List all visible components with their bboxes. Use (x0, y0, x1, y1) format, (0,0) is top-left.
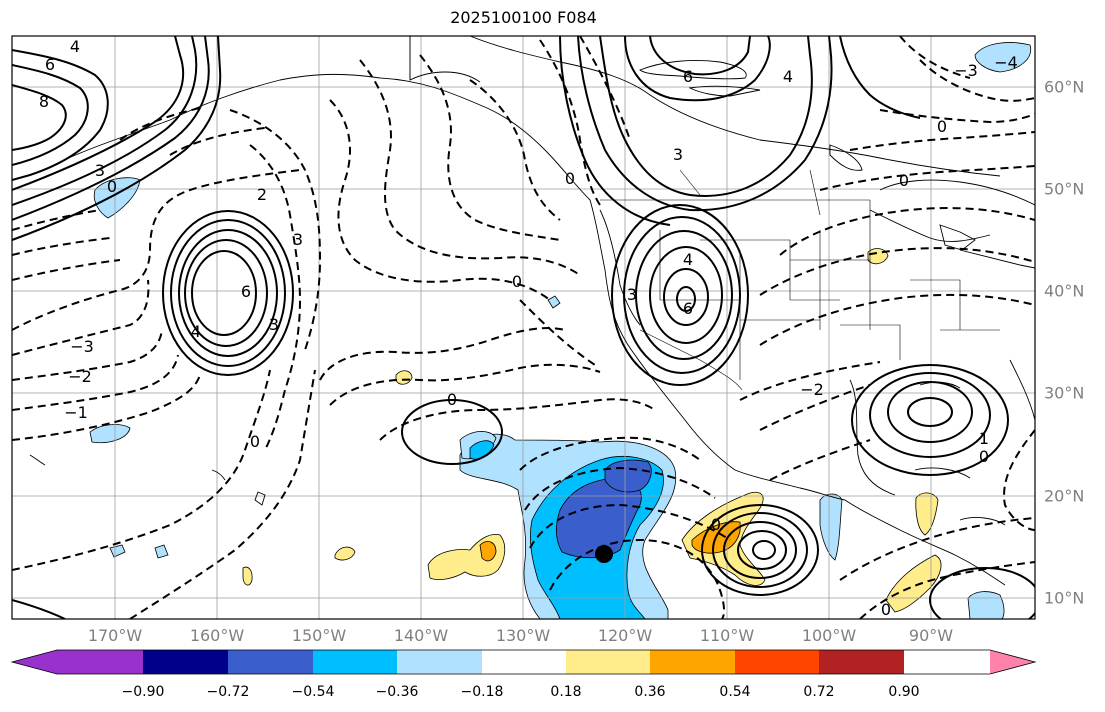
colorbar-segment (228, 650, 313, 674)
contour-label: 0 (447, 390, 457, 409)
contour-label: 4 (783, 67, 793, 86)
contour-label: 0 (979, 447, 989, 466)
colorbar-tick-label: 0.90 (888, 684, 920, 700)
lat-label: 50°N (1044, 179, 1085, 199)
colorbar-outline (10, 649, 1037, 675)
map-frame (11, 35, 1036, 620)
political-borders (409, 36, 1000, 391)
colorbar-tick-label: −0.54 (291, 684, 335, 700)
contour-label: 4 (70, 37, 80, 56)
contour-label: −4 (994, 53, 1018, 72)
graticule (12, 36, 1035, 619)
contour-label: 3 (673, 145, 683, 164)
contour-label: 4 (191, 322, 201, 341)
colorbar-segment (313, 650, 397, 674)
colorbar-tick-label: 0.18 (550, 684, 582, 700)
colorbar-segments (10, 649, 1037, 675)
negative-anomaly-strong-region (556, 477, 642, 559)
contour-label: −2 (68, 367, 92, 386)
colorbar-extend-high (990, 650, 1035, 674)
lon-label: 90°W (908, 626, 954, 645)
contour-label: 3 (95, 161, 105, 180)
contour-label: 2 (257, 185, 267, 204)
lon-label: 130°W (495, 626, 551, 645)
contour-label: 0 (937, 117, 947, 136)
contour-label: 3 (269, 315, 279, 334)
lat-label: 40°N (1044, 281, 1085, 301)
colorbar-segment (397, 650, 482, 674)
colorbar-segment (57, 650, 143, 674)
colorbar-tick-label: 0.36 (634, 684, 666, 700)
contour-label: −3 (954, 61, 978, 80)
colorbar-tick-label: −0.36 (375, 684, 419, 700)
positive-contours (12, 36, 1035, 619)
lon-label: 140°W (393, 626, 449, 645)
contour-label: 0 (565, 169, 575, 188)
contour-label: −3 (70, 337, 94, 356)
lon-label: 160°W (189, 626, 245, 645)
map-title: 2025100100 F084 (450, 8, 597, 27)
colorbar-tick-label: −0.72 (206, 684, 250, 700)
lon-label: 110°W (699, 626, 755, 645)
lat-label: 30°N (1044, 383, 1085, 403)
lat-label: 10°N (1044, 588, 1085, 608)
colorbar-segment (482, 650, 566, 674)
contour-label: 0 (899, 171, 909, 190)
lon-label: 100°W (801, 626, 857, 645)
map-background (12, 36, 1035, 619)
colorbar-tick-label: 0.54 (719, 684, 751, 700)
storm-center-marker (595, 545, 613, 563)
contour-label: 0 (512, 272, 522, 291)
contour-label: 8 (39, 92, 49, 111)
colorbar-segment (819, 650, 904, 674)
lon-label: 120°W (597, 626, 653, 645)
contour-label: −2 (800, 380, 824, 399)
contour-label: 0 (711, 515, 721, 534)
lon-label: 150°W (291, 626, 347, 645)
contour-label: 6 (683, 299, 693, 318)
colorbar-tick-label: −0.18 (460, 684, 504, 700)
lat-label: 20°N (1044, 486, 1085, 506)
contour-label: 4 (683, 250, 693, 269)
contour-label: 0 (107, 177, 117, 196)
colorbar (10, 649, 1037, 675)
colorbar-segment (143, 650, 228, 674)
negative-anomaly-small-1 (89, 424, 131, 444)
contour-label: 6 (45, 55, 55, 74)
colorbar-segment (650, 650, 735, 674)
contour-labels: 4 6 8 3 0 2 3 6 4 3 −3 −2 −1 0 0 0 6 4 3… (39, 37, 1018, 619)
colorbar-tick-label: 0.72 (803, 684, 835, 700)
contour-label: −1 (64, 403, 88, 422)
anomaly-shading (89, 42, 1032, 619)
negative-anomaly-strong-upper (604, 459, 652, 493)
contour-label: 6 (683, 67, 693, 86)
lat-label: 60°N (1044, 77, 1085, 97)
contour-label: 1 (979, 429, 989, 448)
colorbar-segment (566, 650, 650, 674)
contour-label: 3 (627, 285, 637, 304)
colorbar-tick-label: −0.90 (121, 684, 165, 700)
colorbar-segment (735, 650, 819, 674)
lon-label: 170°W (87, 626, 143, 645)
contour-label: 3 (293, 230, 303, 249)
contour-label: 0 (250, 432, 260, 451)
colorbar-extend-low (12, 650, 57, 674)
contour-label: 6 (241, 282, 251, 301)
contour-label: 0 (881, 600, 891, 619)
